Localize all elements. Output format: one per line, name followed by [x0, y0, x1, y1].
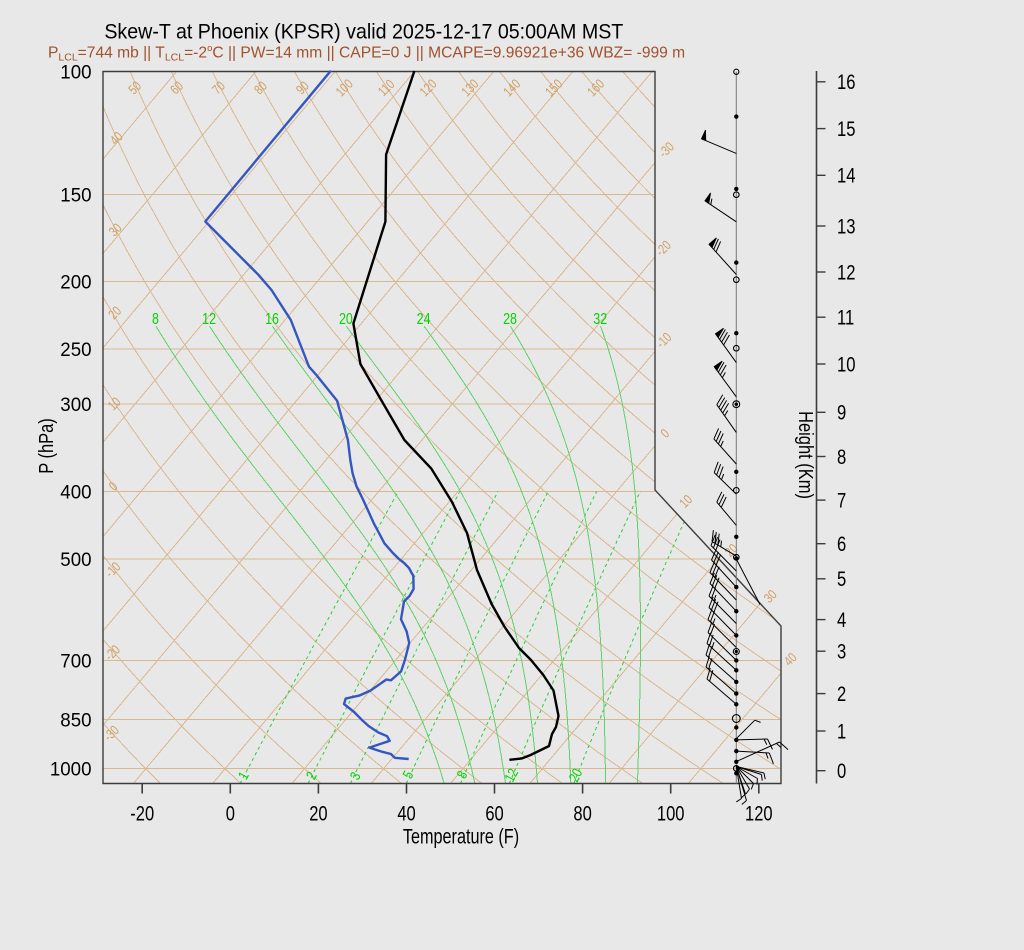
- svg-text:-20: -20: [130, 803, 154, 826]
- svg-text:250: 250: [60, 340, 91, 361]
- svg-text:7: 7: [837, 489, 846, 512]
- svg-text:40: 40: [397, 803, 415, 826]
- svg-text:16: 16: [837, 70, 856, 93]
- svg-text:12: 12: [837, 261, 856, 284]
- svg-text:0: 0: [226, 803, 235, 826]
- svg-text:10: 10: [837, 353, 856, 376]
- svg-text:4: 4: [837, 608, 846, 631]
- svg-text:1000: 1000: [50, 759, 92, 780]
- svg-text:200: 200: [60, 272, 91, 293]
- svg-text:3: 3: [837, 640, 846, 663]
- svg-text:28: 28: [503, 310, 517, 328]
- svg-text:P (hPa): P (hPa): [34, 418, 57, 474]
- svg-text:12: 12: [202, 310, 216, 328]
- svg-text:6: 6: [837, 532, 846, 555]
- svg-text:1: 1: [837, 720, 846, 743]
- svg-text:PLCL=744 mb || TLCL=-2oC || PW: PLCL=744 mb || TLCL=-2oC || PW=14 mm || …: [48, 43, 685, 64]
- svg-text:300: 300: [60, 395, 91, 416]
- svg-text:14: 14: [837, 164, 856, 187]
- svg-text:60: 60: [485, 803, 503, 826]
- svg-text:100: 100: [60, 62, 91, 83]
- svg-text:32: 32: [593, 310, 607, 328]
- svg-text:850: 850: [60, 710, 91, 731]
- svg-text:20: 20: [339, 310, 353, 328]
- svg-text:11: 11: [837, 306, 854, 329]
- svg-text:Skew-T at Phoenix (KPSR) valid: Skew-T at Phoenix (KPSR) valid 2025-12-1…: [104, 21, 623, 44]
- svg-text:500: 500: [60, 550, 91, 571]
- svg-text:13: 13: [837, 215, 856, 238]
- svg-text:24: 24: [417, 310, 431, 328]
- svg-text:20: 20: [309, 803, 327, 826]
- svg-text:16: 16: [265, 310, 279, 328]
- svg-text:Temperature (F): Temperature (F): [403, 825, 519, 848]
- svg-text:15: 15: [837, 117, 856, 140]
- svg-text:400: 400: [60, 482, 91, 503]
- svg-text:700: 700: [60, 651, 91, 672]
- svg-text:120: 120: [745, 803, 773, 826]
- svg-text:8: 8: [152, 310, 159, 328]
- svg-text:80: 80: [573, 803, 591, 826]
- svg-text:5: 5: [837, 567, 846, 590]
- svg-text:Height (Km): Height (Km): [795, 411, 818, 499]
- svg-text:100: 100: [657, 803, 685, 826]
- svg-text:9: 9: [837, 401, 846, 424]
- svg-text:150: 150: [60, 185, 91, 206]
- svg-text:2: 2: [837, 682, 846, 705]
- svg-text:0: 0: [837, 759, 846, 782]
- svg-text:8: 8: [837, 445, 846, 468]
